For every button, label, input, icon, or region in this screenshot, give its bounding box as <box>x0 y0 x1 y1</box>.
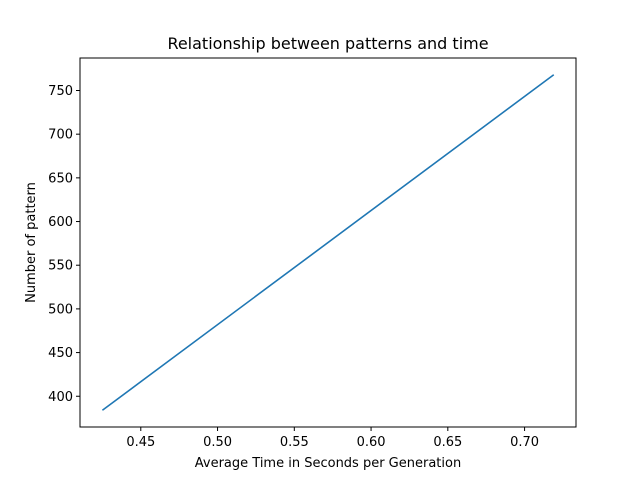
chart-title: Relationship between patterns and time <box>167 34 488 53</box>
y-tick-label: 650 <box>48 171 73 186</box>
plot-area <box>79 57 577 428</box>
x-tick-label: 0.50 <box>203 435 232 450</box>
x-axis: 0.45 0.50 0.55 0.60 0.65 0.70 <box>126 427 539 450</box>
x-axis-label: Average Time in Seconds per Generation <box>195 456 461 471</box>
y-tick-label: 400 <box>48 390 73 405</box>
y-axis-label: Number of pattern <box>24 182 39 303</box>
x-tick-label: 0.70 <box>510 435 539 450</box>
series-layer <box>101 74 555 411</box>
x-tick-label: 0.60 <box>357 435 386 450</box>
series-line <box>101 74 555 411</box>
y-tick-label: 500 <box>48 302 73 317</box>
x-tick-label: 0.55 <box>280 435 309 450</box>
y-tick-label: 750 <box>48 84 73 99</box>
x-tick-label: 0.65 <box>433 435 462 450</box>
y-tick-label: 550 <box>48 259 73 274</box>
x-tick-label: 0.45 <box>126 435 155 450</box>
y-tick-label: 450 <box>48 346 73 361</box>
y-tick-label: 600 <box>48 215 73 230</box>
y-tick-label: 700 <box>48 128 73 143</box>
y-axis: 400 450 500 550 600 650 700 750 <box>48 84 80 405</box>
